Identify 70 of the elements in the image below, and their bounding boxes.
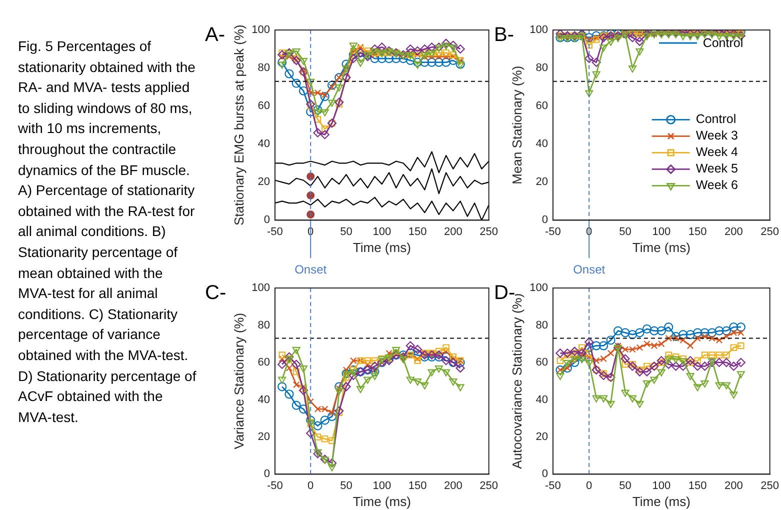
y-tick-label: 20 bbox=[258, 430, 270, 443]
legend-label: Control bbox=[696, 112, 736, 126]
annotation: Control bbox=[702, 36, 744, 50]
x-axis-title: Time (ms) bbox=[352, 240, 411, 255]
ref-line-label: Onset bbox=[294, 262, 328, 276]
y-tick-label: 20 bbox=[536, 430, 548, 443]
legend-label: Week 6 bbox=[696, 178, 738, 192]
y-tick-label: 40 bbox=[536, 138, 548, 150]
y-axis-title: Mean Stationary (%) bbox=[509, 66, 524, 184]
legend-label: Week 5 bbox=[696, 162, 738, 176]
chart-title: D- bbox=[494, 282, 516, 304]
y-tick-label: 0 bbox=[264, 214, 270, 226]
legend-label: Week 4 bbox=[696, 145, 738, 160]
y-tick-label: 100 bbox=[530, 24, 548, 36]
x-tick-label: 100 bbox=[652, 226, 671, 238]
y-tick-label: 80 bbox=[258, 62, 270, 74]
y-tick-label: 0 bbox=[542, 468, 548, 480]
x-tick-label: 150 bbox=[688, 226, 707, 238]
x-axis-title: Time (ms) bbox=[632, 494, 690, 509]
x-tick-label: 50 bbox=[619, 480, 632, 492]
x-tick-label: 200 bbox=[724, 480, 743, 492]
x-tick-label: 150 bbox=[688, 480, 707, 492]
y-tick-label: 60 bbox=[536, 356, 548, 369]
y-tick-label: 60 bbox=[536, 100, 548, 112]
y-tick-label: 20 bbox=[536, 176, 548, 188]
y-tick-label: 80 bbox=[536, 62, 548, 74]
x-tick-label: 200 bbox=[724, 226, 743, 238]
y-axis-title: Stationary EMG bursts at peak (%) bbox=[231, 24, 246, 226]
x-tick-label: -50 bbox=[267, 226, 283, 238]
y-tick-label: 0 bbox=[542, 214, 548, 226]
y-tick-label: 100 bbox=[252, 282, 270, 294]
x-axis-title: Time (ms) bbox=[632, 240, 690, 255]
x-tick-label: 100 bbox=[652, 480, 671, 492]
y-tick-label: 40 bbox=[258, 394, 270, 406]
x-tick-label: 200 bbox=[444, 480, 462, 492]
ref-line-label: Onset bbox=[573, 262, 606, 276]
chart-title: C- bbox=[205, 282, 226, 304]
x-tick-label: 250 bbox=[760, 226, 780, 238]
y-tick-label: 60 bbox=[258, 356, 270, 369]
y-tick-label: 100 bbox=[530, 282, 548, 294]
x-tick-label: 250 bbox=[760, 480, 780, 492]
text: Fig. 5 Percentages of stationarity obtained with the RA- and MVA- tests applied to sliding windows of 80 ms, with 10 ms increments, throughout the contractile dynamics of the BF muscle. A) Percentage of stationarity obtained with the RA-test for all animal conditions. B) Stationarity percentage of mean obtained with the MVA-test for all animal conditions. C) Stationarity percentage of variance obtained with the MVA-test. D) Stationarity percentage of ACvF obtained with the MVA-test. bbox=[18, 38, 196, 425]
y-tick-label: 80 bbox=[536, 319, 548, 332]
x-tick-label: -50 bbox=[545, 480, 561, 492]
chart-title: A- bbox=[205, 24, 225, 46]
y-tick-label: 60 bbox=[258, 100, 270, 112]
x-tick-label: 200 bbox=[444, 226, 462, 238]
x-tick-label: 50 bbox=[340, 480, 352, 492]
x-tick-label: 0 bbox=[586, 480, 592, 492]
y-tick-label: 40 bbox=[536, 394, 548, 406]
x-tick-label: -50 bbox=[267, 480, 283, 492]
x-tick-label: -50 bbox=[545, 226, 561, 238]
x-tick-label: 50 bbox=[340, 226, 352, 238]
x-tick-label: 50 bbox=[619, 226, 632, 238]
y-tick-label: 100 bbox=[252, 24, 270, 36]
x-tick-label: 0 bbox=[308, 480, 314, 492]
x-tick-label: 150 bbox=[408, 480, 427, 492]
y-tick-label: 20 bbox=[258, 176, 270, 188]
x-tick-label: 250 bbox=[480, 226, 498, 238]
y-tick-label: 80 bbox=[258, 319, 270, 332]
x-tick-label: 250 bbox=[480, 480, 498, 492]
x-tick-label: 100 bbox=[372, 480, 392, 492]
y-tick-label: 0 bbox=[264, 468, 270, 480]
legend-label: Week 3 bbox=[696, 128, 738, 143]
y-tick-label: 40 bbox=[258, 138, 270, 150]
x-tick-label: 150 bbox=[408, 226, 427, 238]
x-axis-title: Time (ms) bbox=[352, 494, 411, 509]
chart-title: B- bbox=[494, 24, 514, 46]
y-axis-title: Variance Stationary (%) bbox=[231, 312, 246, 450]
x-tick-label: 100 bbox=[372, 226, 392, 238]
